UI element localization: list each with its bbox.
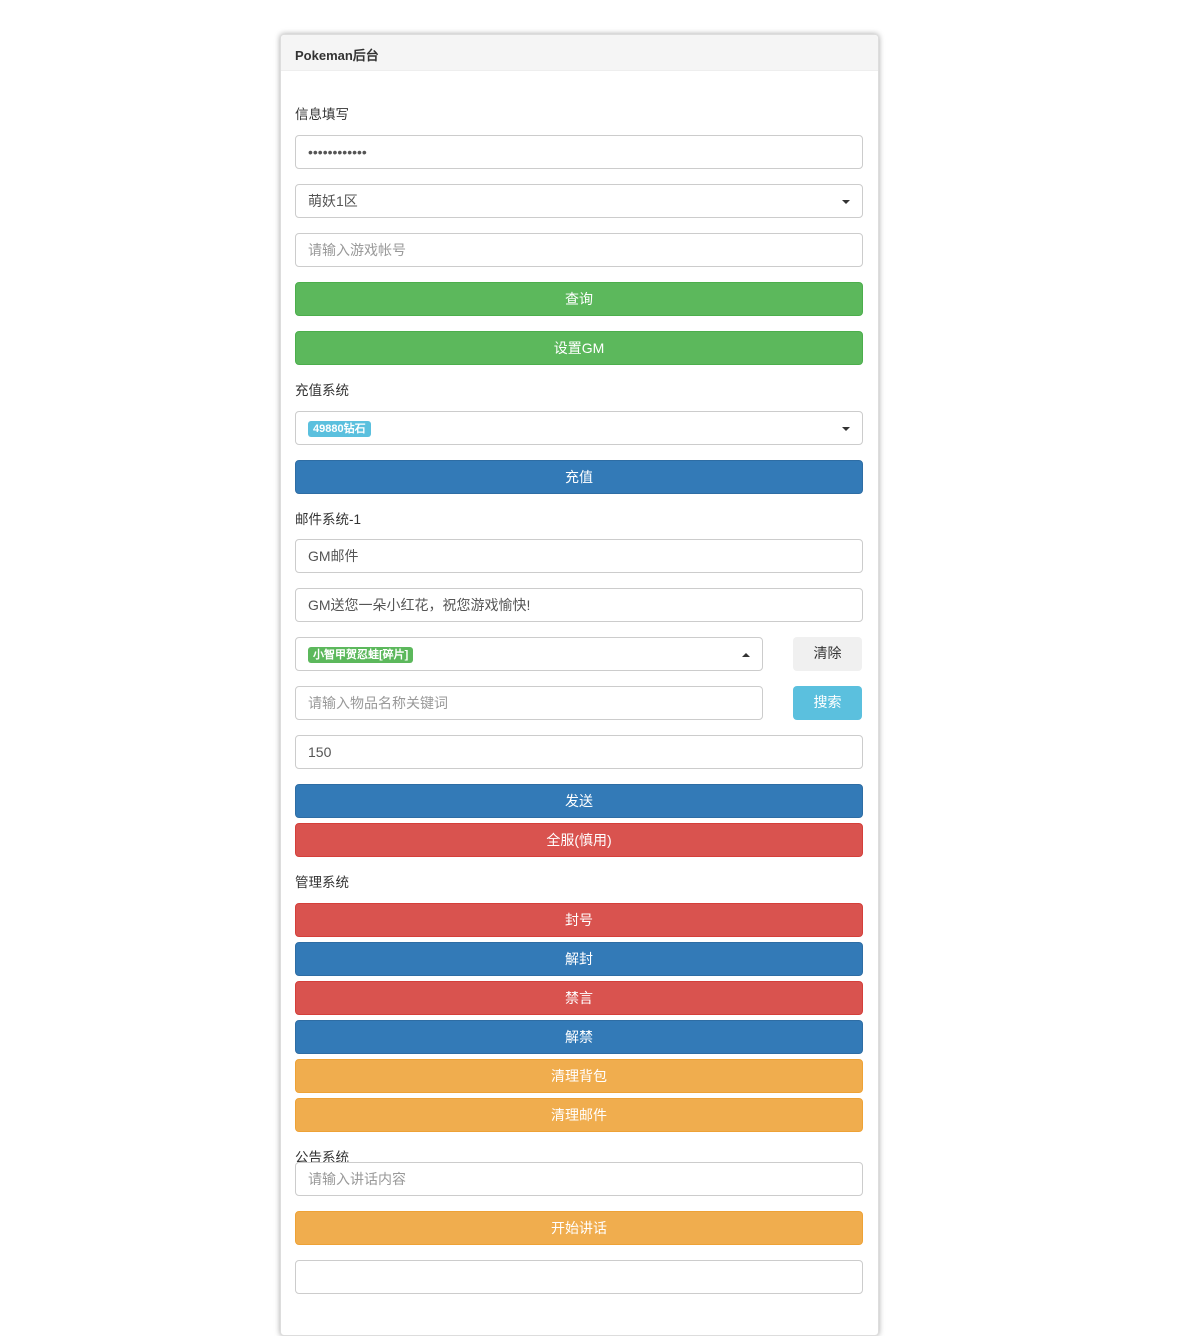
notice-section-label: 公告系统 bbox=[295, 1150, 349, 1165]
send-all-button[interactable]: 全服(慎用) bbox=[295, 823, 863, 857]
manage-section-label: 管理系统 bbox=[295, 875, 349, 890]
chevron-down-icon bbox=[842, 200, 850, 204]
query-button[interactable]: 查询 bbox=[295, 282, 863, 316]
server-select[interactable]: 萌妖1区 bbox=[295, 184, 863, 218]
quantity-input[interactable]: 150 bbox=[295, 735, 863, 769]
ban-button[interactable]: 封号 bbox=[295, 903, 863, 937]
recharge-select[interactable]: 49880钻石 bbox=[295, 411, 863, 445]
clear-bag-button[interactable]: 清理背包 bbox=[295, 1059, 863, 1093]
search-button[interactable]: 搜索 bbox=[793, 686, 862, 720]
mail-content-input[interactable]: GM送您一朵小红花，祝您游戏愉快! bbox=[295, 588, 863, 622]
mail-title-input[interactable]: GM邮件 bbox=[295, 539, 863, 573]
chevron-up-icon bbox=[742, 653, 750, 657]
chevron-down-icon bbox=[842, 427, 850, 431]
unmute-button[interactable]: 解禁 bbox=[295, 1020, 863, 1054]
extra-input[interactable] bbox=[295, 1260, 863, 1294]
panel-title: Pokeman后台 bbox=[295, 48, 379, 63]
info-section-label: 信息填写 bbox=[295, 107, 349, 122]
password-input[interactable]: •••••••••••• bbox=[295, 135, 863, 169]
recharge-selected-tag: 49880钻石 bbox=[308, 421, 371, 438]
unban-button[interactable]: 解封 bbox=[295, 942, 863, 976]
clear-button[interactable]: 清除 bbox=[793, 637, 862, 671]
item-selected-tag: 小智甲贺忍蛙[碎片] bbox=[308, 647, 414, 664]
speech-input[interactable]: 请输入讲话内容 bbox=[295, 1162, 863, 1196]
admin-panel: Pokeman后台 信息填写 •••••••••••• 萌妖1区 请输入游戏帐号… bbox=[280, 34, 879, 1336]
item-select[interactable]: 小智甲贺忍蛙[碎片] bbox=[295, 637, 763, 671]
item-search-input[interactable]: 请输入物品名称关键词 bbox=[295, 686, 763, 720]
recharge-section-label: 充值系统 bbox=[295, 383, 349, 398]
mute-button[interactable]: 禁言 bbox=[295, 981, 863, 1015]
account-input[interactable]: 请输入游戏帐号 bbox=[295, 233, 863, 267]
server-select-value: 萌妖1区 bbox=[308, 193, 358, 209]
panel-header: Pokeman后台 bbox=[281, 35, 878, 71]
clear-mail-button[interactable]: 清理邮件 bbox=[295, 1098, 863, 1132]
set-gm-button[interactable]: 设置GM bbox=[295, 331, 863, 365]
mail-section-label: 邮件系统-1 bbox=[295, 512, 362, 527]
recharge-button[interactable]: 充值 bbox=[295, 460, 863, 494]
start-speech-button[interactable]: 开始讲话 bbox=[295, 1211, 863, 1245]
send-button[interactable]: 发送 bbox=[295, 784, 863, 818]
